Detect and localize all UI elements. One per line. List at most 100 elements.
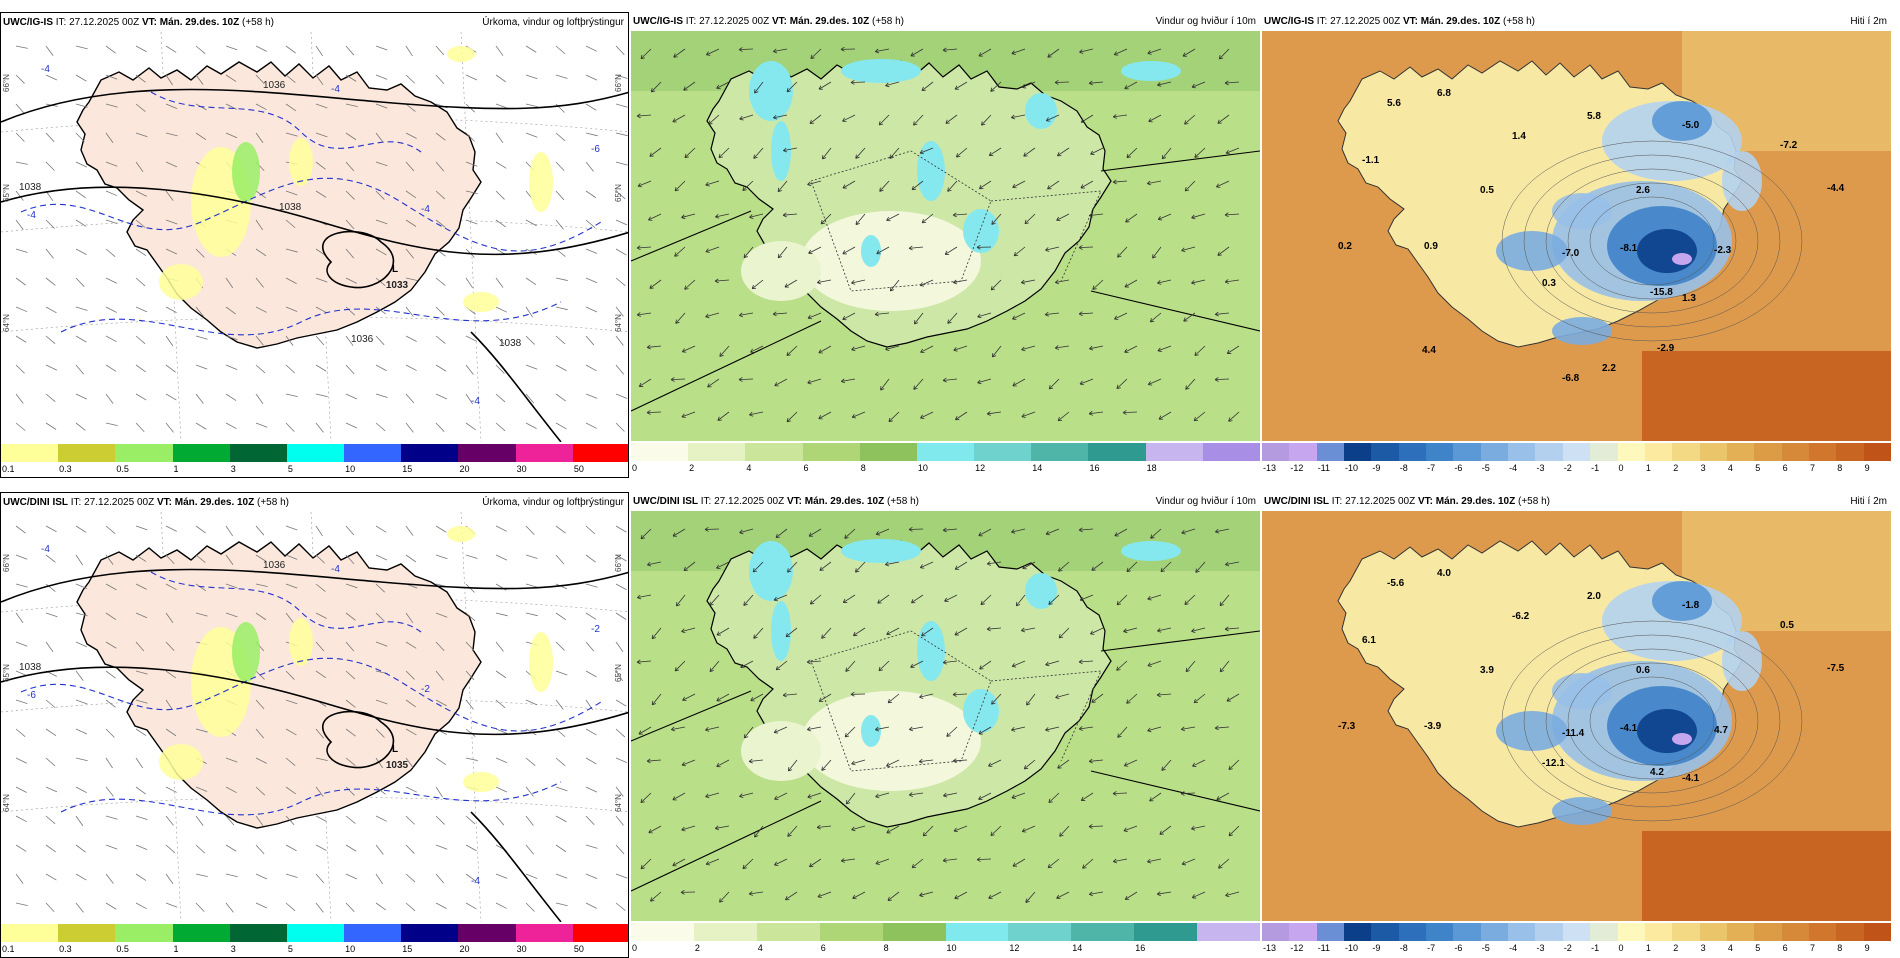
wind-barb xyxy=(495,306,507,313)
wind-barb xyxy=(495,422,506,432)
wind-barb xyxy=(465,757,478,761)
wind-barb xyxy=(105,612,117,621)
temp-contour-label: -4 xyxy=(41,64,50,75)
wind-arrow xyxy=(1195,561,1206,573)
wind-barb xyxy=(75,364,85,375)
wind-barb xyxy=(15,219,24,230)
isobar-label: 1038 xyxy=(279,202,302,213)
wind-arrow xyxy=(875,528,890,536)
colorbar-swatch xyxy=(172,444,231,462)
colorbar-tick-label: -7 xyxy=(1427,943,1436,953)
wind-barb xyxy=(375,902,386,911)
wind-arrow xyxy=(785,627,798,638)
colorbar-swatch xyxy=(1754,923,1783,941)
wind-barb xyxy=(315,757,328,762)
wind-barb xyxy=(345,699,356,708)
colorbar-swatch xyxy=(1808,443,1837,461)
wind-barb xyxy=(345,422,358,429)
wind-barb xyxy=(105,277,117,284)
wind-barb xyxy=(255,393,264,404)
wind-arrow xyxy=(978,48,992,57)
colorbar-swatch xyxy=(1562,923,1591,941)
wind-arrow xyxy=(681,825,696,832)
wind-arrow xyxy=(947,180,958,192)
wind-arrow xyxy=(1126,693,1138,704)
wind-barb xyxy=(615,844,625,855)
wind-arrow xyxy=(913,312,924,325)
colorbar-swatch xyxy=(1289,443,1318,461)
lead-time: (+58 h) xyxy=(1503,16,1535,27)
wind-arrow xyxy=(945,114,958,124)
wind-arrow xyxy=(910,660,924,669)
wind-barb xyxy=(165,641,175,652)
colorbar-swatch xyxy=(1344,443,1372,461)
wind-barb xyxy=(225,277,234,289)
wind-barb xyxy=(555,612,567,621)
temperature-label: 4.0 xyxy=(1437,568,1451,579)
wind-barb xyxy=(345,161,355,172)
wind-arrow xyxy=(954,627,968,636)
temp-map: 5.6 6.8 -1.1 1.4 5.8 -5.0 -7.2 0.5 2.6 -4.4 0.2 0.9… xyxy=(1262,31,1891,441)
wind-barb xyxy=(615,554,627,562)
wind-arrow xyxy=(820,213,832,225)
variable-name: Vindur og hviður í 10m xyxy=(1155,16,1256,27)
wind-barb xyxy=(315,583,326,592)
wind-arrow xyxy=(986,626,1002,632)
wind-arrow xyxy=(877,594,890,604)
wind-barb xyxy=(525,902,535,912)
sector-line xyxy=(631,800,822,892)
wind-arrow xyxy=(650,891,662,902)
wind-arrow xyxy=(875,792,890,799)
wind-arrow xyxy=(1156,891,1172,897)
wind-barb xyxy=(525,219,537,227)
variable-name: Hiti í 2m xyxy=(1850,16,1887,27)
wind-arrow xyxy=(672,114,686,123)
wind-barb xyxy=(435,219,446,228)
wind-barb xyxy=(75,161,88,168)
wind-arrow xyxy=(889,147,900,159)
wind-barb xyxy=(435,190,446,200)
wind-arrow xyxy=(1012,858,1026,867)
wind-arrow xyxy=(842,312,856,321)
wind-barb xyxy=(405,103,416,112)
wind-barb xyxy=(615,641,624,652)
wind-barb xyxy=(45,699,56,708)
wind-barb xyxy=(195,45,206,55)
cold-area xyxy=(1722,151,1762,211)
wind-arrow xyxy=(991,345,1002,358)
colorbar-tick-label: 15 xyxy=(402,464,413,474)
variable-name: Úrkoma, vindur og loftþrýstingur xyxy=(482,497,624,508)
wind-arrow xyxy=(786,81,798,93)
wind-barb xyxy=(45,728,57,737)
wind-arrow xyxy=(855,147,866,159)
wind-barb xyxy=(15,132,25,142)
wind-barb xyxy=(45,757,56,767)
wind-arrow xyxy=(1185,660,1196,673)
wind-barb xyxy=(45,219,55,229)
region-border xyxy=(810,150,992,292)
temperature-label: 5.8 xyxy=(1587,111,1601,122)
wind-arrow xyxy=(879,180,890,192)
wind-barb xyxy=(615,670,624,682)
colorbar-swatch xyxy=(1344,923,1372,941)
wind-arrow xyxy=(1048,792,1060,804)
wind-barb xyxy=(495,902,507,909)
wind-arrow xyxy=(1088,824,1104,829)
wind-arrow xyxy=(1214,311,1230,317)
wind-arrow xyxy=(1148,114,1162,123)
init-time: 27.12.2025 00Z xyxy=(699,16,770,27)
wind-barb xyxy=(555,219,564,230)
wind-barb xyxy=(195,525,206,534)
wind-arrow xyxy=(842,180,856,189)
wind-map-panel-uwc-ig-is: UWC/IG-IS IT: 27.12.2025 00Z VT: Mán. 29… xyxy=(631,12,1260,478)
wind-barb xyxy=(75,815,84,827)
wind-barb xyxy=(315,670,327,679)
wind-barb xyxy=(285,364,296,374)
wind-barb xyxy=(555,583,568,590)
wind-barb xyxy=(495,757,508,764)
wind-barb xyxy=(135,219,146,228)
latitude-label: 66°N xyxy=(614,74,623,92)
wind-barb xyxy=(105,103,118,108)
wind-arrow xyxy=(739,114,754,121)
wind-barb xyxy=(615,277,626,286)
